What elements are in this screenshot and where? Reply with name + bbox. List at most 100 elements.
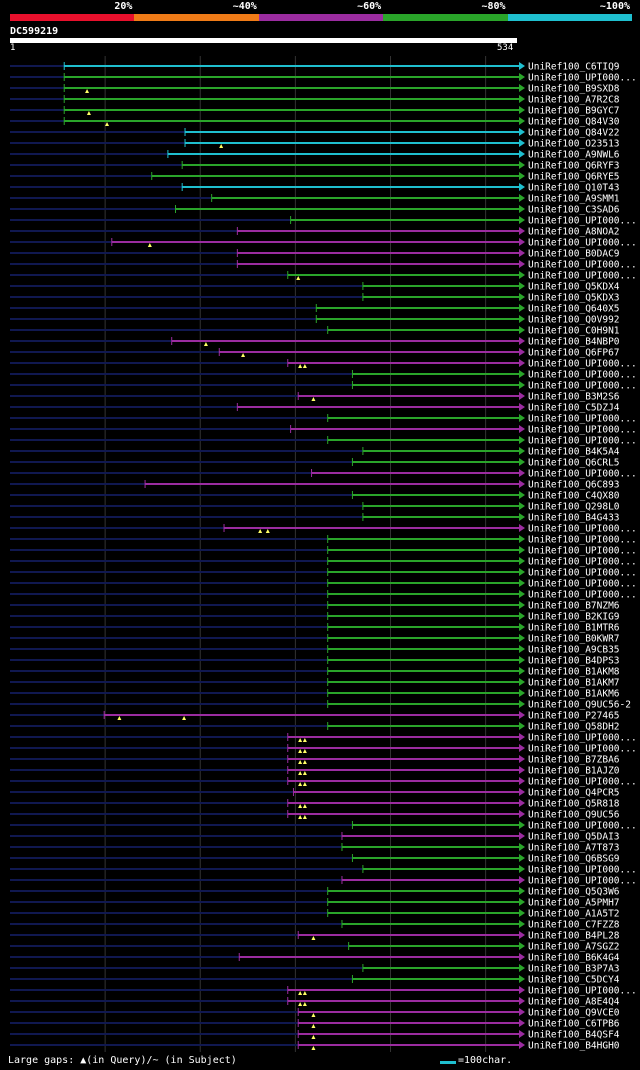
hit-end-arrow <box>519 557 525 565</box>
hit-label[interactable]: UniRef100_A7T873 <box>528 843 620 854</box>
hit-label[interactable]: UniRef100_UPI000... <box>528 359 637 370</box>
hit-end-arrow <box>519 491 525 499</box>
hit-label[interactable]: UniRef100_UPI000... <box>528 469 637 480</box>
hit-label[interactable]: UniRef100_UPI000... <box>528 733 637 744</box>
hit-label[interactable]: UniRef100_Q6FP67 <box>528 348 620 359</box>
hit-label[interactable]: UniRef100_Q9VCE0 <box>528 1008 620 1019</box>
hit-label[interactable]: UniRef100_UPI000... <box>528 865 637 876</box>
hit-label[interactable]: UniRef100_Q5KDX3 <box>528 293 620 304</box>
hit-label[interactable]: UniRef100_B9SXD8 <box>528 84 620 95</box>
hit-label[interactable]: UniRef100_UPI000... <box>528 216 637 227</box>
hit-label[interactable]: UniRef100_C3SAD6 <box>528 205 620 216</box>
hit-label[interactable]: UniRef100_P27465 <box>528 711 620 722</box>
hit-label[interactable]: UniRef100_UPI000... <box>528 524 637 535</box>
hit-label[interactable]: UniRef100_A1A5T2 <box>528 909 620 920</box>
query-gap-marker <box>86 111 91 115</box>
hit-label[interactable]: UniRef100_Q5DAI3 <box>528 832 620 843</box>
hit-label[interactable]: UniRef100_UPI000... <box>528 414 637 425</box>
hit-end-arrow <box>519 447 525 455</box>
hit-label[interactable]: UniRef100_B3P7A3 <box>528 964 620 975</box>
hit-label[interactable]: UniRef100_B1AKM6 <box>528 689 620 700</box>
hit-label[interactable]: UniRef100_UPI000... <box>528 546 637 557</box>
hit-label[interactable]: UniRef100_Q298L0 <box>528 502 620 513</box>
hit-label[interactable]: UniRef100_UPI000... <box>528 821 637 832</box>
hit-label[interactable]: UniRef100_B4K5A4 <box>528 447 620 458</box>
hit-label[interactable]: UniRef100_Q84V30 <box>528 117 620 128</box>
hit-label[interactable]: UniRef100_B4PL28 <box>528 931 620 942</box>
hit-label[interactable]: UniRef100_A7R2C8 <box>528 95 620 106</box>
hit-label[interactable]: UniRef100_B3M2S6 <box>528 392 620 403</box>
hit-end-arrow <box>519 711 525 719</box>
hit-label[interactable]: UniRef100_B0KWR7 <box>528 634 620 645</box>
hit-label[interactable]: UniRef100_Q84V22 <box>528 128 620 139</box>
hit-end-arrow <box>519 678 525 686</box>
hit-label[interactable]: UniRef100_UPI000... <box>528 260 637 271</box>
hit-label[interactable]: UniRef100_C0H9N1 <box>528 326 620 337</box>
hit-label[interactable]: UniRef100_A7SGZ2 <box>528 942 620 953</box>
hit-label[interactable]: UniRef100_Q6RYF3 <box>528 161 620 172</box>
hit-label[interactable]: UniRef100_Q5Q3W6 <box>528 887 620 898</box>
hit-label[interactable]: UniRef100_Q5R818 <box>528 799 620 810</box>
hit-label[interactable]: UniRef100_B4G433 <box>528 513 620 524</box>
hit-label[interactable]: UniRef100_UPI000... <box>528 579 637 590</box>
hit-label[interactable]: UniRef100_UPI000... <box>528 425 637 436</box>
hit-label[interactable]: UniRef100_UPI000... <box>528 876 637 887</box>
hit-label[interactable]: UniRef100_UPI000... <box>528 271 637 282</box>
hit-label[interactable]: UniRef100_A8E4Q4 <box>528 997 620 1008</box>
hit-end-arrow <box>519 920 525 928</box>
hit-label[interactable]: UniRef100_UPI000... <box>528 777 637 788</box>
hit-label[interactable]: UniRef100_A9CB35 <box>528 645 620 656</box>
hit-label[interactable]: UniRef100_B9GYC7 <box>528 106 620 117</box>
hit-label[interactable]: UniRef100_UPI000... <box>528 238 637 249</box>
hit-label[interactable]: UniRef100_B2KIG9 <box>528 612 620 623</box>
hit-label[interactable]: UniRef100_Q5KDX4 <box>528 282 620 293</box>
hit-label[interactable]: UniRef100_Q4PCR5 <box>528 788 620 799</box>
hit-label[interactable]: UniRef100_UPI000... <box>528 381 637 392</box>
hit-label[interactable]: UniRef100_C6TIQ9 <box>528 62 620 73</box>
hit-label[interactable]: UniRef100_C6TPB6 <box>528 1019 620 1030</box>
hit-label[interactable]: UniRef100_UPI000... <box>528 557 637 568</box>
hit-label[interactable]: UniRef100_B0DAC9 <box>528 249 620 260</box>
hit-label[interactable]: UniRef100_Q9UC56 <box>528 810 620 821</box>
query-gap-marker <box>302 1002 307 1006</box>
hit-label[interactable]: UniRef100_B4HGH0 <box>528 1041 620 1052</box>
hit-label[interactable]: UniRef100_C5DZJ4 <box>528 403 620 414</box>
hit-label[interactable]: UniRef100_C4QX80 <box>528 491 620 502</box>
hit-label[interactable]: UniRef100_Q6BSG9 <box>528 854 620 865</box>
hit-label[interactable]: UniRef100_Q640X5 <box>528 304 620 315</box>
hit-label[interactable]: UniRef100_B7NZM6 <box>528 601 620 612</box>
hit-label[interactable]: UniRef100_B1AJZ0 <box>528 766 620 777</box>
hit-label[interactable]: UniRef100_B6K4G4 <box>528 953 620 964</box>
hit-label[interactable]: UniRef100_B1AKM8 <box>528 667 620 678</box>
hit-label[interactable]: UniRef100_A9SMM1 <box>528 194 620 205</box>
hit-label[interactable]: UniRef100_Q9UC56-2 <box>528 700 631 711</box>
hit-label[interactable]: UniRef100_Q6C893 <box>528 480 620 491</box>
hit-label[interactable]: UniRef100_UPI000... <box>528 568 637 579</box>
hit-label[interactable]: UniRef100_B4QSF4 <box>528 1030 620 1041</box>
hit-label[interactable]: UniRef100_B7ZBA6 <box>528 755 620 766</box>
hit-label[interactable]: UniRef100_A8NOA2 <box>528 227 620 238</box>
hit-label[interactable]: UniRef100_UPI000... <box>528 590 637 601</box>
hit-label[interactable]: UniRef100_UPI000... <box>528 744 637 755</box>
hit-label[interactable]: UniRef100_A9NWL6 <box>528 150 620 161</box>
hit-label[interactable]: UniRef100_Q6CRL5 <box>528 458 620 469</box>
hit-label[interactable]: UniRef100_Q0V992 <box>528 315 620 326</box>
hit-label[interactable]: UniRef100_UPI000... <box>528 370 637 381</box>
hit-label[interactable]: UniRef100_B1AKM7 <box>528 678 620 689</box>
hit-label[interactable]: UniRef100_Q58DH2 <box>528 722 620 733</box>
hit-label[interactable]: UniRef100_Q10T43 <box>528 183 620 194</box>
hit-label[interactable]: UniRef100_O23513 <box>528 139 620 150</box>
hit-end-arrow <box>519 887 525 895</box>
hit-label[interactable]: UniRef100_A5PMH7 <box>528 898 620 909</box>
hit-label[interactable]: UniRef100_B4NBP0 <box>528 337 620 348</box>
hit-label[interactable]: UniRef100_C5DCY4 <box>528 975 620 986</box>
hit-label[interactable]: UniRef100_UPI000... <box>528 986 637 997</box>
hit-label[interactable]: UniRef100_C7FZZ8 <box>528 920 620 931</box>
hit-label[interactable]: UniRef100_Q6RYE5 <box>528 172 620 183</box>
hit-label[interactable]: UniRef100_B4DPS3 <box>528 656 620 667</box>
hit-label[interactable]: UniRef100_B1MTR6 <box>528 623 620 634</box>
hit-label[interactable]: UniRef100_UPI000... <box>528 73 637 84</box>
hit-label[interactable]: UniRef100_UPI000... <box>528 535 637 546</box>
ruler-end-label: 534 <box>497 43 514 53</box>
hit-label[interactable]: UniRef100_UPI000... <box>528 436 637 447</box>
